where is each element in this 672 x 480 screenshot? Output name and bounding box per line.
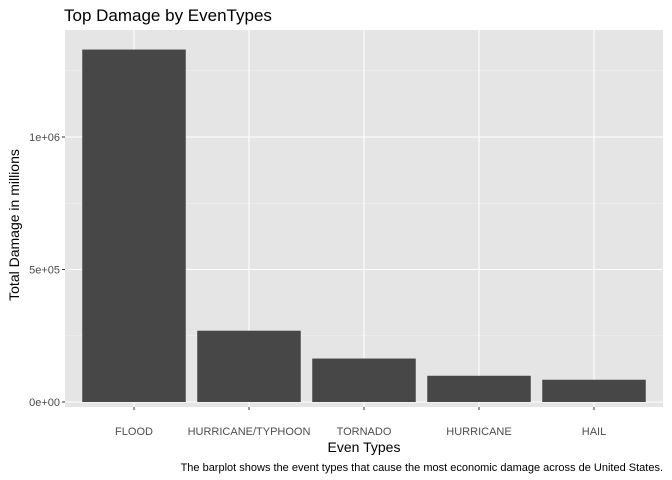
x-tick-label: TORNADO bbox=[337, 426, 392, 438]
x-tick-label: HURRICANE bbox=[446, 426, 511, 438]
bar-hail bbox=[542, 379, 646, 402]
y-axis-title: Total Damage in millions bbox=[6, 149, 22, 301]
y-tick-label: 0e+00 bbox=[29, 397, 60, 409]
x-axis-title: Even Types bbox=[328, 439, 401, 455]
bars bbox=[82, 49, 646, 403]
chart-caption: The barplot shows the event types that c… bbox=[181, 462, 663, 474]
bar-hurricane bbox=[427, 375, 531, 402]
bar-flood bbox=[82, 49, 186, 403]
y-tick-label: 1e+06 bbox=[29, 132, 60, 144]
y-axis-ticks: 0e+00 5e+05 1e+06 bbox=[29, 132, 65, 409]
x-tick-label: HAIL bbox=[582, 426, 606, 438]
x-tick-label: FLOOD bbox=[115, 426, 153, 438]
x-tick-label: HURRICANE/TYPHOON bbox=[188, 426, 311, 438]
x-axis-ticks: FLOOD HURRICANE/TYPHOON TORNADO HURRICANE HA… bbox=[115, 407, 606, 438]
y-tick-label: 5e+05 bbox=[29, 265, 60, 277]
bar-tornado bbox=[312, 358, 416, 402]
chart-title: Top Damage by EvenTypes bbox=[64, 6, 272, 25]
bar-hurricane-typhoon bbox=[197, 330, 301, 402]
